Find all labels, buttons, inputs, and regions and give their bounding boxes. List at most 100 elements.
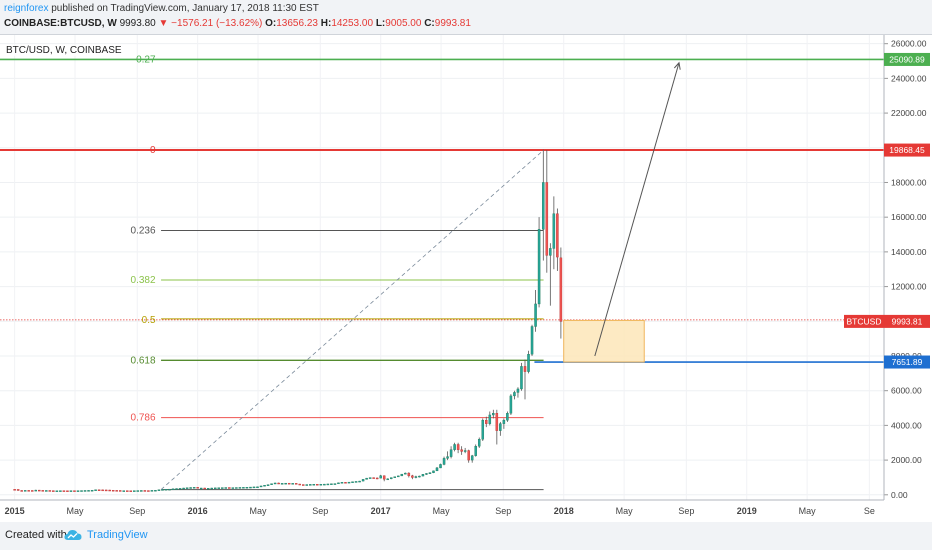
candle	[389, 477, 393, 480]
candle	[48, 490, 52, 492]
candle	[175, 488, 178, 490]
author-link[interactable]: reignforex	[4, 3, 49, 14]
candle	[467, 450, 470, 461]
x-tick-label: Sep	[129, 506, 145, 516]
x-tick-label: 2015	[5, 506, 25, 516]
price-tag-text: 19868.45	[889, 145, 925, 155]
price-tag-text: 7651.89	[892, 357, 923, 367]
candle	[210, 487, 213, 490]
open-label: O:	[265, 18, 277, 29]
candle	[368, 477, 372, 479]
candle	[404, 472, 407, 475]
close-label: C:	[424, 18, 435, 29]
candle	[20, 490, 23, 492]
candle	[439, 464, 442, 469]
candle	[428, 472, 432, 474]
candle	[449, 449, 453, 457]
candle	[242, 487, 245, 489]
arrow-head	[673, 61, 681, 70]
candle	[488, 414, 492, 424]
candle	[386, 478, 389, 481]
candle	[280, 483, 284, 485]
x-tick-label: Se	[864, 506, 875, 516]
candle	[333, 483, 337, 485]
candle	[351, 481, 354, 483]
fibonacci-layer: -0.27 0 0.236 0.382 0.5 0.618 0.786	[0, 54, 884, 491]
y-tick-label: 6000.00	[891, 386, 922, 396]
x-tick-label: May	[433, 506, 451, 516]
y-tick-label: 4000.00	[891, 420, 922, 430]
candle	[298, 483, 301, 486]
candle	[542, 182, 545, 230]
candle	[481, 419, 485, 440]
chart-area[interactable]: -0.27 0 0.236 0.382 0.5 0.618 0.786 0.00 2000.0…	[0, 34, 932, 523]
candle	[435, 467, 439, 472]
low-label: L:	[375, 18, 386, 29]
candle	[460, 449, 463, 452]
low-value: 9005.00	[385, 18, 422, 29]
candle	[400, 473, 404, 477]
candle	[456, 444, 460, 450]
candle	[126, 490, 129, 492]
candle	[287, 482, 291, 485]
y-tick-label: 12000.00	[891, 282, 927, 292]
x-tick-label: 2016	[188, 506, 208, 516]
candle	[83, 490, 87, 492]
candle	[108, 489, 111, 492]
candle	[27, 490, 30, 492]
candle	[133, 490, 136, 492]
candle	[161, 489, 164, 491]
candle	[231, 487, 235, 489]
high-label: H:	[320, 18, 332, 29]
y-tick-label: 22000.00	[891, 108, 927, 118]
chart-symbol-title: BTC/USD, W, COINBASE	[6, 45, 122, 56]
candle	[224, 487, 228, 489]
y-tick-label: 24000.00	[891, 73, 927, 83]
candle	[273, 482, 277, 485]
candle	[259, 485, 263, 488]
candle	[90, 489, 94, 492]
candle	[214, 487, 217, 490]
candle	[192, 487, 196, 489]
candle	[506, 413, 509, 421]
candle	[556, 213, 559, 258]
candles-layer	[13, 149, 563, 492]
candle	[94, 489, 97, 491]
y-tick-label: 26000.00	[891, 39, 927, 49]
candle	[206, 488, 210, 490]
candle	[256, 486, 259, 489]
candle	[340, 482, 344, 484]
candle	[87, 490, 90, 492]
candle	[154, 489, 157, 492]
candle	[382, 475, 386, 480]
price-tag	[884, 314, 930, 328]
price-tag	[884, 52, 930, 66]
tradingview-brand-link[interactable]: TradingView	[87, 529, 148, 541]
candle	[477, 439, 481, 447]
candle	[442, 458, 446, 465]
fib-trend-dashed	[160, 149, 544, 490]
x-tick-label: Sep	[495, 506, 511, 516]
candle	[111, 489, 115, 492]
tradingview-cloud-icon	[64, 530, 82, 540]
buy-zone-box	[563, 319, 645, 363]
candle	[203, 487, 206, 490]
candle	[485, 419, 488, 424]
candle	[358, 480, 361, 483]
candle	[365, 477, 368, 480]
candle	[513, 392, 516, 397]
y-tick-label: 16000.00	[891, 212, 927, 222]
fib-label-0: 0	[150, 145, 156, 156]
candle	[312, 484, 316, 486]
candle	[530, 326, 534, 355]
candle	[101, 489, 104, 492]
candle	[495, 413, 499, 431]
candle	[446, 456, 449, 459]
candle	[182, 487, 185, 490]
candle	[372, 477, 375, 479]
price-chart-svg[interactable]: -0.27 0 0.236 0.382 0.5 0.618 0.786 0.00 2000.0…	[0, 35, 932, 523]
candle	[23, 490, 27, 492]
candle	[97, 489, 101, 491]
symbol-tag	[844, 314, 884, 328]
candle	[549, 248, 552, 256]
